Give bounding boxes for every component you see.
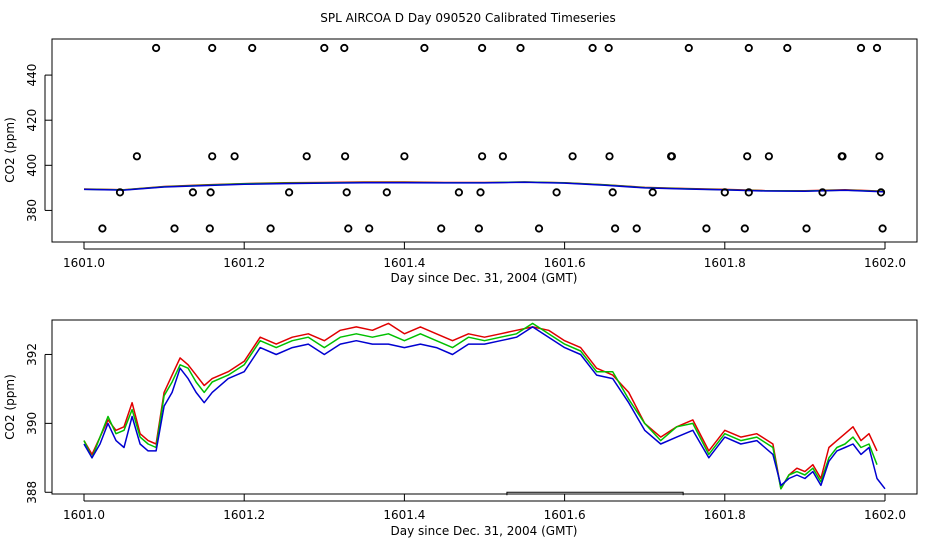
scatter-point bbox=[667, 152, 677, 161]
top-y-axis-label: CO2 (ppm) bbox=[3, 117, 17, 183]
top-x-tick-label: 1601.4 bbox=[383, 256, 425, 270]
top-plot-frame bbox=[51, 38, 918, 243]
scatter-point bbox=[876, 188, 886, 197]
scatter-point bbox=[764, 152, 774, 161]
top-y-tick-label: 400 bbox=[25, 154, 39, 177]
scatter-point bbox=[437, 224, 446, 233]
scatter-point bbox=[604, 43, 613, 53]
bottom-series-line-2 bbox=[83, 326, 886, 490]
scatter-point bbox=[818, 188, 827, 197]
scatter-point bbox=[342, 188, 351, 197]
scatter-point bbox=[302, 152, 311, 161]
scatter-point bbox=[608, 188, 617, 197]
bottom-x-axis-label: Day since Dec. 31, 2004 (GMT) bbox=[391, 524, 578, 538]
scatter-point bbox=[516, 43, 525, 53]
scatter-point bbox=[802, 224, 811, 233]
scatter-point bbox=[170, 224, 179, 233]
top-data-marks bbox=[83, 43, 887, 233]
scatter-point bbox=[605, 152, 614, 161]
scatter-point bbox=[230, 152, 239, 161]
scatter-point bbox=[454, 188, 463, 197]
bottom-x-tick-label: 1601.4 bbox=[383, 508, 425, 522]
scatter-point bbox=[498, 152, 507, 161]
top-x-tick-label: 1601.8 bbox=[704, 256, 746, 270]
figure-title: SPL AIRCOA D Day 090520 Calibrated Times… bbox=[320, 11, 615, 25]
bottom-axes: 1601.0 1601.2 1601.4 1601.6 1601.8 1602.0 388 3… bbox=[25, 343, 906, 522]
scatter-point bbox=[878, 224, 887, 233]
bottom-x-tick-label: 1601.0 bbox=[63, 508, 105, 522]
top-x-axis-label: Day since Dec. 31, 2004 (GMT) bbox=[391, 271, 578, 285]
scatter-point bbox=[320, 43, 329, 53]
scatter-point bbox=[340, 43, 349, 53]
bottom-data-marks bbox=[83, 322, 886, 496]
scatter-point bbox=[205, 224, 214, 233]
scatter-point bbox=[632, 224, 641, 233]
bottom-y-axis-label: CO2 (ppm) bbox=[3, 374, 17, 440]
bottom-x-tick-label: 1601.6 bbox=[544, 508, 586, 522]
scatter-point bbox=[702, 224, 711, 233]
scatter-point bbox=[152, 43, 161, 53]
top-x-tick-label: 1601.0 bbox=[63, 256, 105, 270]
scatter-point bbox=[568, 152, 577, 161]
top-x-tick-label: 1601.6 bbox=[544, 256, 586, 270]
scatter-point bbox=[477, 43, 487, 53]
scatter-point bbox=[365, 224, 374, 233]
scatter-point bbox=[534, 224, 544, 233]
scatter-point bbox=[872, 43, 882, 53]
scatter-point bbox=[266, 224, 275, 233]
scatter-point bbox=[188, 188, 197, 197]
bottom-series-line-1 bbox=[83, 322, 878, 490]
bottom-panel-line-chart: 1601.0 1601.2 1601.4 1601.6 1601.8 1602.0 388 3… bbox=[3, 319, 918, 538]
scatter-point bbox=[588, 43, 597, 53]
scatter-point bbox=[344, 224, 353, 233]
scatter-point bbox=[284, 188, 294, 197]
scatter-point bbox=[206, 188, 215, 197]
bottom-series-line-0 bbox=[83, 322, 878, 490]
scatter-point bbox=[744, 188, 753, 197]
scatter-point bbox=[875, 152, 884, 161]
scatter-point bbox=[610, 224, 620, 233]
scatter-point bbox=[474, 224, 483, 233]
scatter-point bbox=[552, 188, 561, 197]
scatter-point bbox=[720, 188, 729, 197]
bottom-x-tick-label: 1601.8 bbox=[704, 508, 746, 522]
scatter-point bbox=[740, 224, 749, 233]
scatter-point bbox=[476, 188, 485, 197]
scatter-point bbox=[248, 43, 257, 53]
scatter-point bbox=[856, 43, 866, 53]
scatter-point bbox=[340, 152, 350, 161]
scatter-point bbox=[208, 43, 217, 53]
bottom-plot-frame bbox=[51, 319, 918, 495]
scatter-point bbox=[648, 188, 657, 197]
bottom-y-tick-label: 392 bbox=[25, 343, 39, 366]
top-y-tick-label: 420 bbox=[25, 109, 39, 132]
bottom-y-tick-label: 390 bbox=[25, 412, 39, 435]
bottom-x-tick-label: 1601.2 bbox=[223, 508, 265, 522]
scatter-point bbox=[400, 152, 409, 161]
scatter-point bbox=[420, 43, 429, 53]
scatter-point bbox=[98, 224, 107, 233]
top-y-tick-label: 380 bbox=[25, 199, 39, 222]
scatter-point bbox=[838, 152, 847, 161]
bottom-y-tick-label: 388 bbox=[25, 481, 39, 504]
top-x-tick-label: 1602.0 bbox=[864, 256, 906, 270]
scatter-point bbox=[783, 43, 792, 53]
top-y-tick-label: 440 bbox=[25, 64, 39, 87]
top-axes: 1601.0 1601.2 1601.4 1601.6 1601.8 1602.0 380 4… bbox=[25, 64, 906, 270]
scatter-point bbox=[684, 43, 693, 53]
bottom-x-tick-label: 1602.0 bbox=[864, 508, 906, 522]
top-panel-scatter-chart: 1601.0 1601.2 1601.4 1601.6 1601.8 1602.0 380 4… bbox=[3, 38, 918, 285]
top-series-line-2 bbox=[83, 181, 886, 193]
scatter-point bbox=[208, 152, 217, 161]
scatter-point bbox=[743, 152, 752, 161]
scatter-point bbox=[477, 152, 487, 161]
scatter-point bbox=[115, 188, 125, 197]
scatter-point bbox=[132, 152, 141, 161]
top-x-tick-label: 1601.2 bbox=[223, 256, 265, 270]
scatter-point bbox=[744, 43, 753, 53]
scatter-point bbox=[382, 188, 391, 197]
